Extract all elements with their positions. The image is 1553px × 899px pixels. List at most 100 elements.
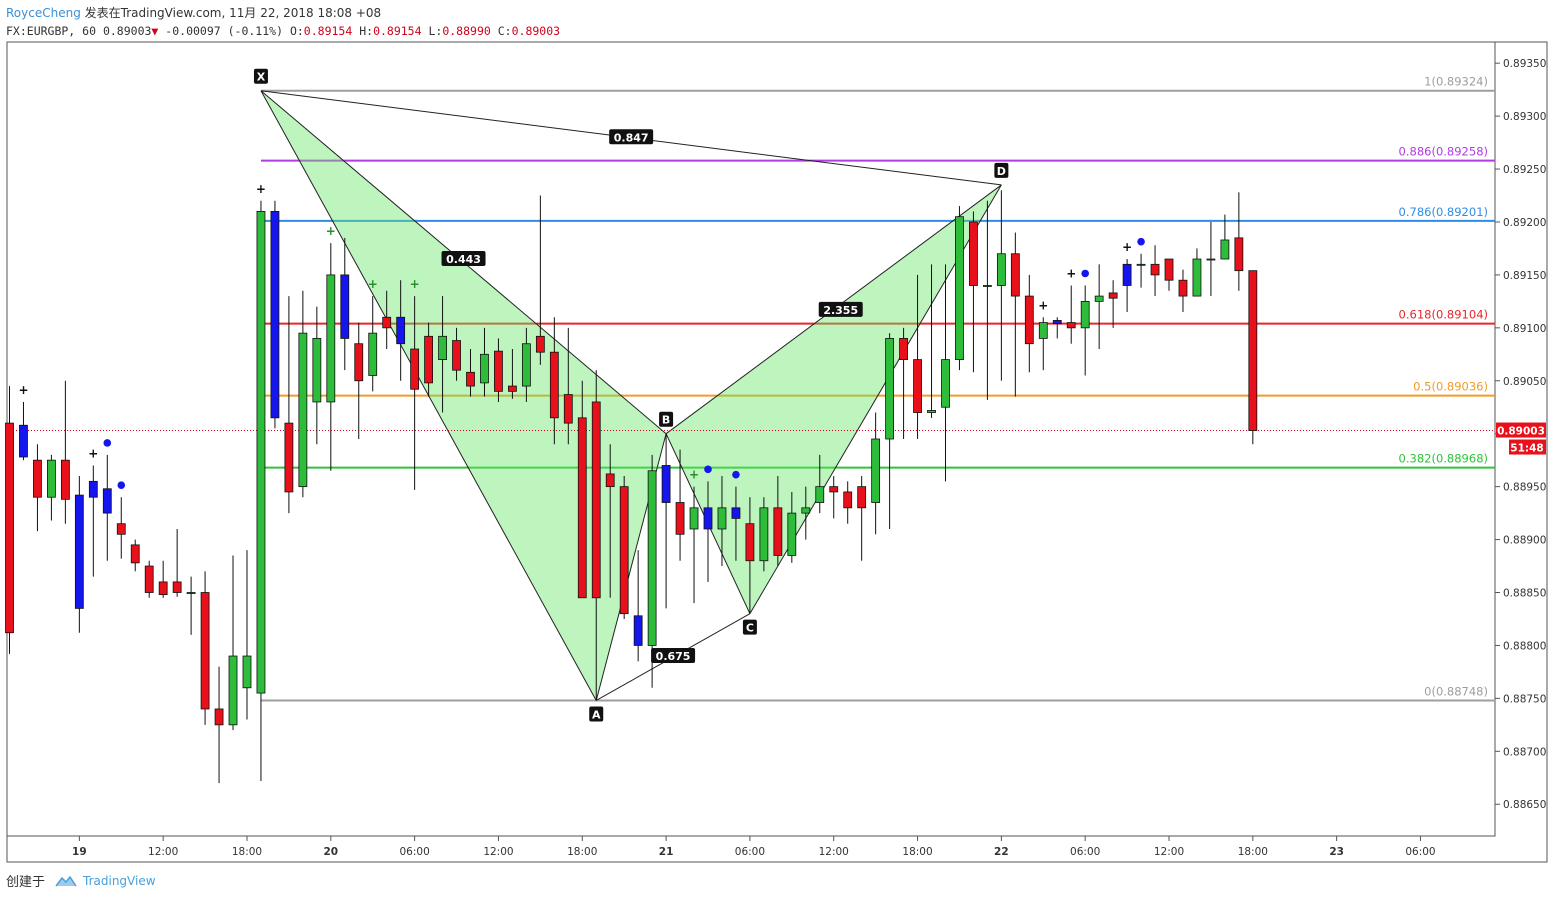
candle-body	[508, 385, 517, 392]
candle	[969, 211, 978, 373]
candle-body	[186, 592, 196, 594]
candle	[899, 327, 908, 439]
candle	[508, 349, 517, 399]
tradingview-brand[interactable]: TradingView	[55, 874, 156, 888]
pattern-point-labels: X A B C D	[253, 68, 1009, 722]
candle	[1150, 245, 1160, 297]
candle-body	[130, 544, 140, 564]
candle	[396, 280, 406, 381]
candle-body	[228, 655, 238, 726]
candle	[284, 296, 294, 514]
point-label-x: X	[253, 68, 268, 84]
candle-body	[410, 348, 420, 390]
candle	[186, 576, 196, 635]
candle	[1136, 253, 1146, 288]
candle-body	[1206, 258, 1216, 261]
x-tick-label: 20	[323, 846, 338, 858]
y-tick-label: 0.89200	[1503, 217, 1546, 229]
candle-body	[1108, 292, 1118, 299]
candle-body	[731, 507, 741, 519]
candle	[60, 380, 70, 524]
ratio-label-box	[609, 129, 654, 145]
candle-body	[549, 351, 559, 419]
candle-body	[284, 422, 294, 493]
candle	[521, 327, 531, 402]
y-tick-label: 0.88750	[1503, 693, 1546, 705]
candle-body	[1192, 258, 1202, 297]
candle-body	[60, 459, 70, 500]
candle-body	[689, 507, 699, 530]
point-label-text: B	[662, 414, 670, 427]
candle	[1052, 317, 1062, 339]
candle-body	[815, 486, 825, 503]
countdown-tag	[1509, 439, 1546, 455]
candle	[717, 476, 727, 567]
candle-body	[382, 316, 392, 329]
candle-body	[368, 332, 378, 376]
low-value: 0.88990	[442, 24, 491, 38]
candle-body	[158, 581, 168, 596]
x-tick-label: 12:00	[1154, 846, 1184, 858]
y-tick-label: 0.89050	[1503, 376, 1546, 388]
author-link[interactable]: RoyceCheng	[6, 6, 81, 20]
fib-level-label: 0.886(0.89258)	[1399, 145, 1488, 159]
candle-body	[1150, 263, 1160, 276]
low-label: L:	[428, 24, 443, 38]
candle-body	[1080, 300, 1090, 329]
symbol-label[interactable]: FX:EURGBP, 60	[6, 24, 97, 38]
y-tick-label: 0.89300	[1503, 111, 1546, 123]
fib-levels: 1(0.89324) 0.886(0.89258) 0.786(0.89201) 0.…	[260, 75, 1495, 702]
candle-body	[270, 210, 280, 419]
brand-label: TradingView	[83, 873, 156, 888]
candle-body	[1010, 253, 1020, 297]
candle	[871, 412, 881, 535]
fib-level-label: 0.5(0.89036)	[1413, 380, 1488, 394]
ratio-label: 2.355	[818, 301, 863, 317]
candle-body	[661, 465, 671, 503]
candle-body	[438, 335, 447, 360]
x-tick-label: 06:00	[399, 846, 429, 858]
pattern-bcd-fill	[666, 184, 1002, 614]
candle	[354, 322, 364, 439]
candle	[410, 296, 420, 490]
candle	[1164, 258, 1174, 291]
candle-body	[647, 470, 657, 646]
x-tick-label: 18:00	[902, 846, 932, 858]
candle	[340, 237, 350, 371]
x-tick-label: 19	[72, 846, 87, 858]
x-axis: 19 12:00 18:00 20 06:00 12:00 18:00 21 06:00 12:0…	[72, 836, 1436, 858]
x-tick-label: 12:00	[148, 846, 178, 858]
dot-marker	[1081, 269, 1089, 278]
candle-body	[563, 394, 573, 424]
candle-body	[298, 332, 308, 488]
candle-body	[857, 486, 867, 509]
candle-body	[480, 353, 489, 384]
candle	[661, 433, 671, 609]
candle	[1024, 274, 1034, 373]
ohlc-line: FX:EURGBP, 60 0.89003▼ -0.00097 (-0.11%)…	[6, 22, 560, 40]
y-axis: 0.89350 0.89300 0.89250 0.89200 0.89150 0.891…	[1495, 58, 1546, 811]
candle-body	[521, 343, 531, 387]
candle	[494, 338, 503, 402]
candle	[563, 327, 573, 445]
signal-markers: + + + + + + + + + +	[18, 182, 1145, 490]
candle	[857, 476, 867, 561]
candle	[1234, 192, 1244, 291]
ratio-label-box	[818, 301, 863, 317]
point-label-text: C	[746, 622, 754, 635]
candle-body	[424, 335, 434, 384]
candle-body	[1248, 270, 1258, 431]
candle-body	[717, 507, 727, 530]
candle-body	[172, 581, 182, 593]
candle	[983, 200, 992, 400]
point-label-text: D	[997, 165, 1006, 178]
dot-marker	[732, 470, 740, 479]
candle	[773, 476, 783, 567]
x-tick-label: 06:00	[735, 846, 765, 858]
candle-body	[116, 523, 126, 535]
candle	[913, 274, 922, 439]
candle-body	[33, 459, 42, 498]
plus-marker: +	[88, 446, 98, 460]
ratio-label-text: 0.847	[614, 131, 649, 144]
